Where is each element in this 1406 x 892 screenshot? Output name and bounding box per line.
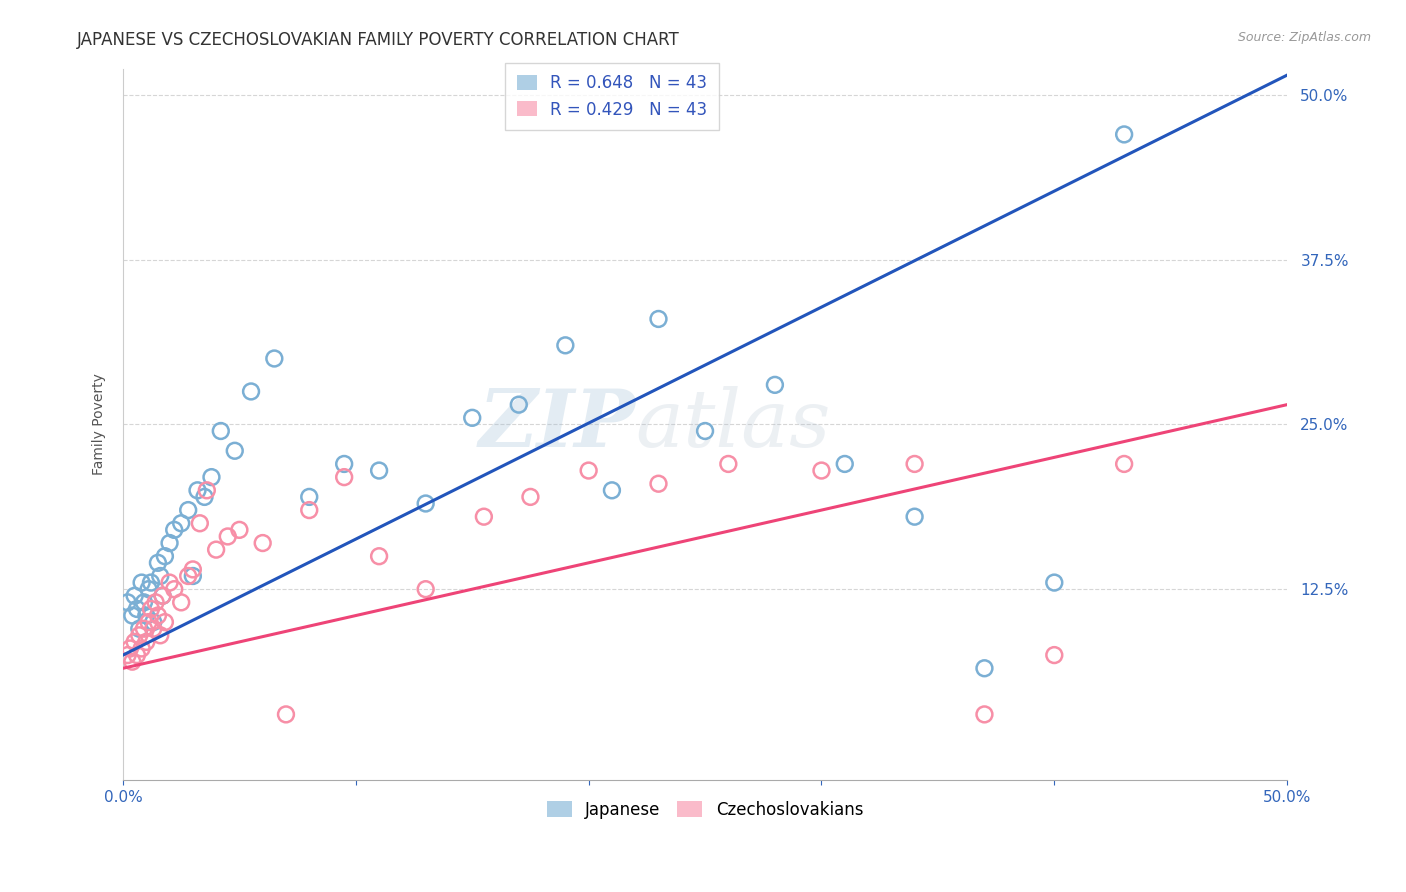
Point (177, 503, 200, 517)
Point (252, 536, 274, 550)
Point (121, 608, 143, 623)
Point (159, 536, 181, 550)
Point (472, 509, 495, 524)
Point (904, 457, 927, 471)
Point (200, 470, 222, 484)
Point (128, 622, 150, 636)
Legend: Japanese, Czechoslovakians: Japanese, Czechoslovakians (540, 794, 870, 825)
Point (149, 569, 172, 583)
Point (186, 483, 208, 498)
Point (118, 641, 141, 656)
Point (333, 457, 356, 471)
Point (146, 556, 169, 570)
Point (177, 569, 200, 583)
Text: Source: ZipAtlas.com: Source: ZipAtlas.com (1237, 31, 1371, 45)
Point (132, 622, 155, 636)
Point (153, 549, 176, 564)
Point (142, 615, 165, 629)
Point (298, 503, 321, 517)
Point (138, 615, 160, 629)
Point (263, 351, 285, 366)
Point (693, 424, 716, 438)
Point (124, 635, 146, 649)
Point (519, 490, 541, 504)
Point (368, 549, 391, 564)
Point (117, 595, 139, 609)
Point (415, 582, 437, 597)
Point (333, 470, 356, 484)
Point (146, 608, 169, 623)
Point (139, 602, 162, 616)
Point (135, 608, 157, 623)
Point (128, 628, 150, 642)
Point (181, 562, 204, 576)
Point (195, 483, 218, 498)
Point (508, 398, 530, 412)
Point (149, 628, 172, 642)
Text: atlas: atlas (636, 385, 831, 463)
Point (578, 464, 600, 478)
Point (368, 464, 391, 478)
Point (152, 589, 174, 603)
Point (217, 529, 239, 543)
Point (181, 569, 204, 583)
Point (298, 490, 321, 504)
Point (228, 523, 250, 537)
Point (717, 457, 740, 471)
Point (124, 589, 146, 603)
Point (163, 582, 186, 597)
Text: ZIP: ZIP (478, 385, 636, 463)
Point (193, 490, 215, 504)
Point (904, 509, 927, 524)
Point (973, 707, 995, 722)
Point (1114, 128, 1136, 142)
Point (240, 384, 263, 399)
Point (125, 602, 148, 616)
Text: JAPANESE VS CZECHOSLOVAKIAN FAMILY POVERTY CORRELATION CHART: JAPANESE VS CZECHOSLOVAKIAN FAMILY POVER… (77, 31, 681, 49)
Point (121, 655, 143, 669)
Point (152, 589, 174, 603)
Point (209, 424, 232, 438)
Point (647, 312, 669, 326)
Point (170, 516, 193, 531)
Point (1043, 648, 1066, 662)
Point (142, 622, 165, 636)
Point (135, 635, 157, 649)
Point (132, 595, 155, 609)
Point (170, 595, 193, 609)
Point (188, 516, 211, 531)
Point (117, 648, 139, 662)
Point (138, 582, 160, 597)
Point (973, 661, 995, 675)
Point (131, 575, 153, 590)
Point (139, 575, 162, 590)
Point (600, 483, 623, 498)
Point (145, 595, 167, 609)
Point (224, 443, 246, 458)
Point (834, 457, 856, 471)
Point (1114, 457, 1136, 471)
Point (163, 523, 186, 537)
Point (763, 377, 786, 392)
Point (647, 476, 669, 491)
Point (810, 464, 832, 478)
Point (415, 496, 437, 510)
Point (159, 575, 181, 590)
Point (131, 641, 153, 656)
Point (125, 648, 148, 662)
Point (205, 542, 228, 557)
Point (554, 338, 576, 352)
Y-axis label: Family Poverty: Family Poverty (93, 374, 107, 475)
Point (274, 707, 297, 722)
Point (1043, 575, 1066, 590)
Point (461, 410, 484, 425)
Point (153, 615, 176, 629)
